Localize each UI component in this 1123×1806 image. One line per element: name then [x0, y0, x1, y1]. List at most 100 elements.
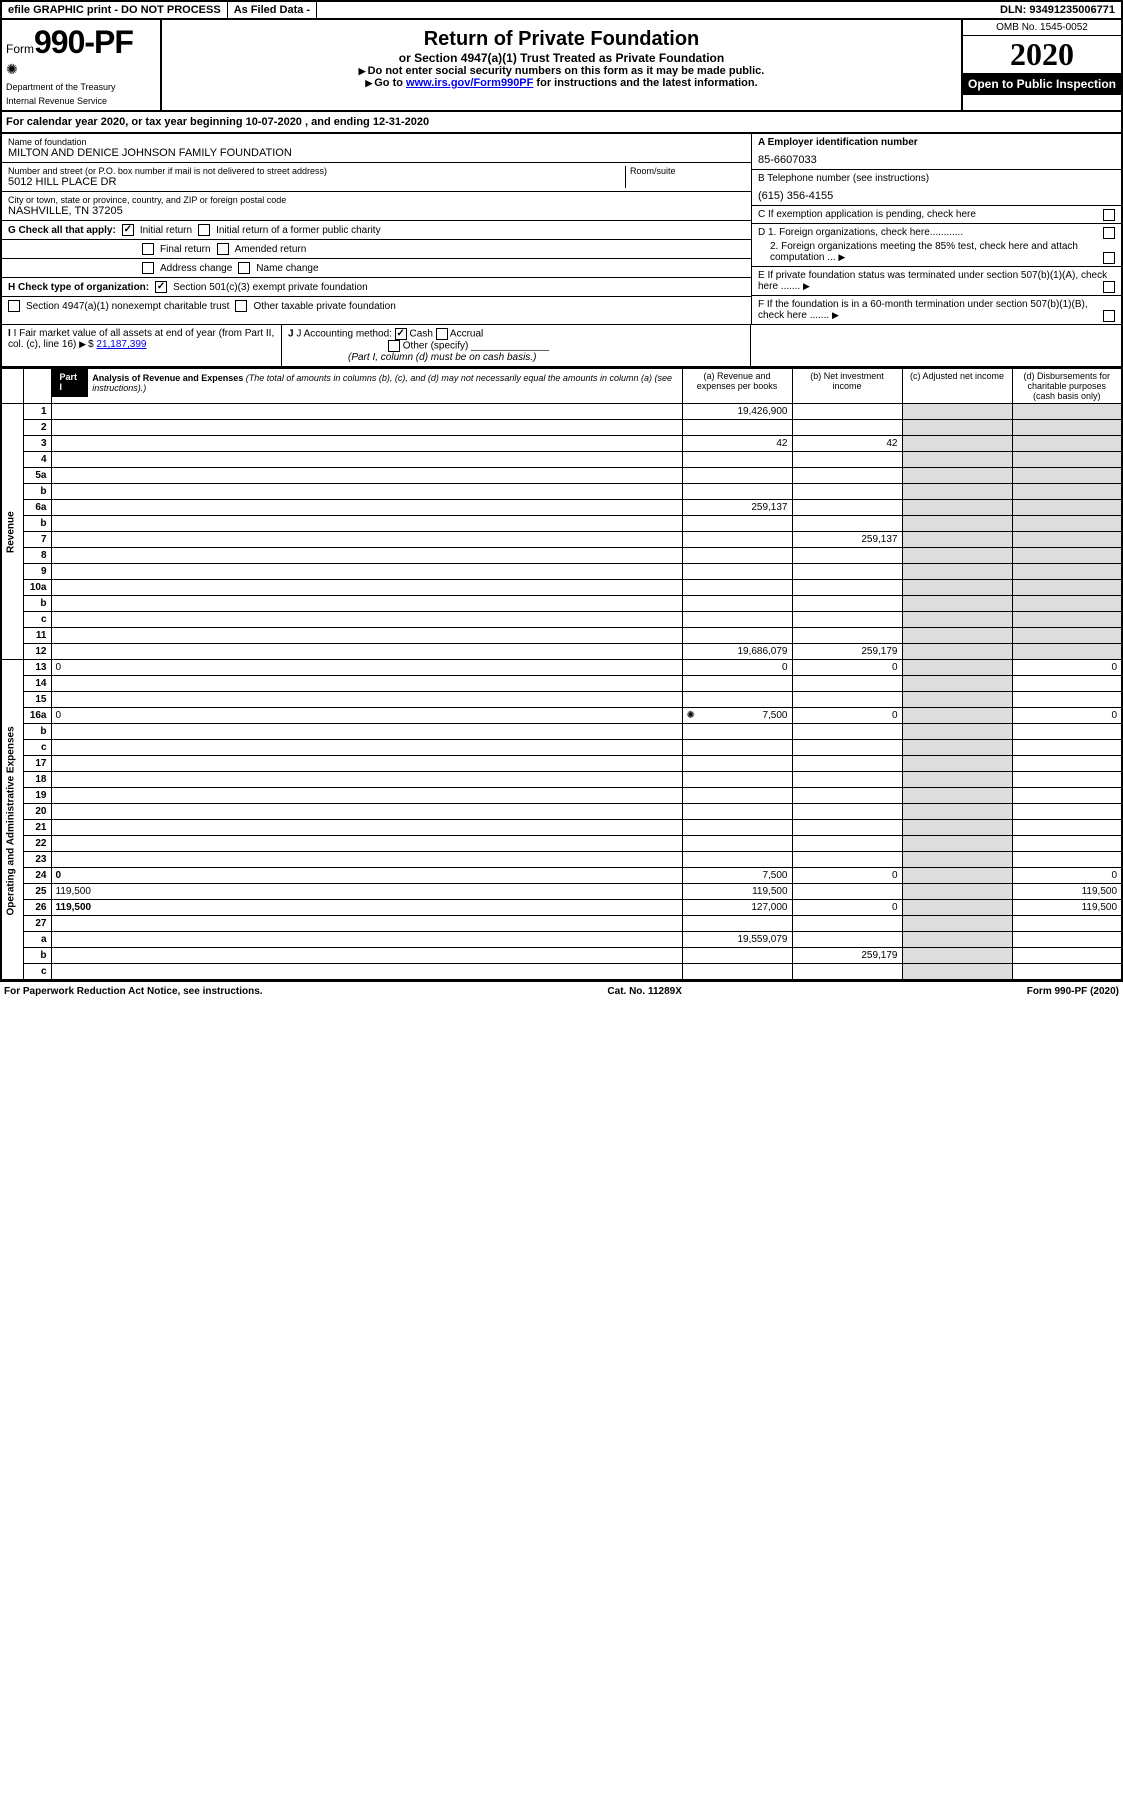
- cell-a: [682, 628, 792, 644]
- cell-c: [902, 420, 1012, 436]
- revenue-side-label: Revenue: [1, 404, 23, 660]
- cell-b: [792, 852, 902, 868]
- instructions-link[interactable]: www.irs.gov/Form990PF: [406, 77, 533, 89]
- table-row: 16a0✺7,50000: [1, 708, 1122, 724]
- row-number: 17: [23, 756, 51, 772]
- top-bar: efile GRAPHIC print - DO NOT PROCESS As …: [0, 0, 1123, 20]
- cell-d: [1012, 548, 1122, 564]
- cell-c: [902, 436, 1012, 452]
- cell-c: [902, 580, 1012, 596]
- table-row: 25119,500119,500119,500: [1, 884, 1122, 900]
- table-row: a19,559,079: [1, 932, 1122, 948]
- checkbox-4947[interactable]: [8, 300, 20, 312]
- checkbox-accrual[interactable]: [436, 328, 448, 340]
- cell-b: [792, 740, 902, 756]
- checkbox-other-method[interactable]: [388, 340, 400, 352]
- table-row: 20: [1, 804, 1122, 820]
- addr-label: Number and street (or P.O. box number if…: [8, 166, 625, 176]
- row-description: [51, 676, 682, 692]
- row-description: [51, 404, 682, 420]
- row-number: 1: [23, 404, 51, 420]
- col-c-header: (c) Adjusted net income: [902, 369, 1012, 404]
- table-row: b: [1, 484, 1122, 500]
- row-description: [51, 468, 682, 484]
- checkbox-f[interactable]: [1103, 310, 1115, 322]
- cell-b: [792, 612, 902, 628]
- table-row: b259,179: [1, 948, 1122, 964]
- cell-a: [682, 516, 792, 532]
- cell-d: [1012, 580, 1122, 596]
- phone-label: B Telephone number (see instructions): [758, 173, 1115, 184]
- cell-a: [682, 580, 792, 596]
- row-description: [51, 804, 682, 820]
- page-footer: For Paperwork Reduction Act Notice, see …: [0, 981, 1123, 1001]
- checkbox-other-taxable[interactable]: [235, 300, 247, 312]
- row-number: 6a: [23, 500, 51, 516]
- cell-c: [902, 772, 1012, 788]
- cell-a: 19,686,079: [682, 644, 792, 660]
- row-description: 0: [51, 868, 682, 884]
- cell-d: [1012, 852, 1122, 868]
- g-check-row: G Check all that apply: Initial return I…: [2, 221, 751, 240]
- cell-d: [1012, 404, 1122, 420]
- checkbox-amended[interactable]: [217, 243, 229, 255]
- table-row: 11: [1, 628, 1122, 644]
- cell-d: [1012, 788, 1122, 804]
- cell-d: [1012, 740, 1122, 756]
- cell-c: [902, 676, 1012, 692]
- cell-a: 7,500: [682, 868, 792, 884]
- cell-d: 0: [1012, 660, 1122, 676]
- cell-b: [792, 500, 902, 516]
- cell-a: 42: [682, 436, 792, 452]
- checkbox-d1[interactable]: [1103, 227, 1115, 239]
- cell-b: [792, 484, 902, 500]
- checkbox-e[interactable]: [1103, 281, 1115, 293]
- cell-a: [682, 964, 792, 981]
- cell-c: [902, 644, 1012, 660]
- instr-1: Do not enter social security numbers on …: [368, 65, 765, 77]
- checkbox-d2[interactable]: [1103, 252, 1115, 264]
- table-row: c: [1, 964, 1122, 981]
- checkbox-addr-change[interactable]: [142, 262, 154, 274]
- cell-a: [682, 484, 792, 500]
- row-description: [51, 948, 682, 964]
- checkbox-final[interactable]: [142, 243, 154, 255]
- cell-d: [1012, 772, 1122, 788]
- cell-b: [792, 772, 902, 788]
- form-number: 990-PF: [34, 24, 133, 61]
- checkbox-initial-former[interactable]: [198, 224, 210, 236]
- cell-c: [902, 452, 1012, 468]
- fmv-value[interactable]: 21,187,399: [96, 339, 146, 350]
- checkbox-name-change[interactable]: [238, 262, 250, 274]
- row-description: [51, 692, 682, 708]
- checkbox-cash[interactable]: [395, 328, 407, 340]
- row-number: 11: [23, 628, 51, 644]
- table-row: 7259,137: [1, 532, 1122, 548]
- cell-c: [902, 804, 1012, 820]
- cell-b: 0: [792, 868, 902, 884]
- row-description: [51, 628, 682, 644]
- cell-a: [682, 836, 792, 852]
- row-number: b: [23, 596, 51, 612]
- fmv-row: I I Fair market value of all assets at e…: [0, 325, 1123, 368]
- cell-c: [902, 964, 1012, 981]
- row-description: 0: [51, 708, 682, 724]
- cell-d: [1012, 676, 1122, 692]
- cell-d: [1012, 420, 1122, 436]
- row-description: [51, 916, 682, 932]
- filer-info: Name of foundation MILTON AND DENICE JOH…: [0, 134, 1123, 325]
- checkbox-501c3[interactable]: [155, 281, 167, 293]
- cell-d: [1012, 628, 1122, 644]
- row-description: [51, 788, 682, 804]
- cell-a: [682, 820, 792, 836]
- checkbox-initial-return[interactable]: [122, 224, 134, 236]
- table-row: 14: [1, 676, 1122, 692]
- cell-d: [1012, 452, 1122, 468]
- checkbox-c[interactable]: [1103, 209, 1115, 221]
- cell-b: [792, 548, 902, 564]
- table-row: 26119,500127,0000119,500: [1, 900, 1122, 916]
- cell-d: [1012, 500, 1122, 516]
- cell-d: [1012, 836, 1122, 852]
- cell-d: [1012, 564, 1122, 580]
- cell-a: [682, 724, 792, 740]
